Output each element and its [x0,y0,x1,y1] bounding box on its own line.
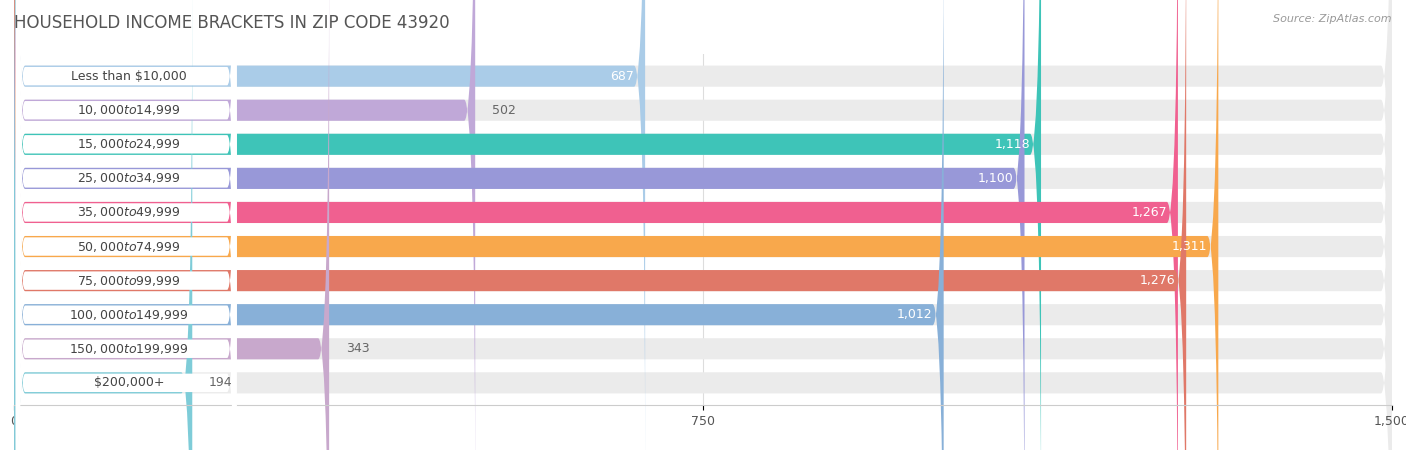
FancyBboxPatch shape [14,0,193,450]
FancyBboxPatch shape [15,0,236,450]
Text: $200,000+: $200,000+ [94,376,165,389]
FancyBboxPatch shape [15,0,236,450]
Text: 1,276: 1,276 [1139,274,1175,287]
FancyBboxPatch shape [15,0,236,450]
FancyBboxPatch shape [14,0,1187,450]
FancyBboxPatch shape [14,0,1392,450]
Text: $100,000 to $149,999: $100,000 to $149,999 [69,308,188,322]
Text: $50,000 to $74,999: $50,000 to $74,999 [77,239,180,253]
FancyBboxPatch shape [14,0,1392,450]
FancyBboxPatch shape [15,0,236,450]
Text: Source: ZipAtlas.com: Source: ZipAtlas.com [1274,14,1392,23]
FancyBboxPatch shape [15,17,236,450]
FancyBboxPatch shape [15,0,236,408]
Text: $150,000 to $199,999: $150,000 to $199,999 [69,342,188,356]
Text: 687: 687 [610,70,634,83]
Text: $15,000 to $24,999: $15,000 to $24,999 [77,137,180,151]
FancyBboxPatch shape [14,0,1392,450]
FancyBboxPatch shape [14,0,1392,450]
Text: $75,000 to $99,999: $75,000 to $99,999 [77,274,180,288]
Text: $10,000 to $14,999: $10,000 to $14,999 [77,103,180,117]
FancyBboxPatch shape [14,0,1219,450]
Text: 1,012: 1,012 [897,308,932,321]
FancyBboxPatch shape [15,0,236,442]
FancyBboxPatch shape [14,0,1392,450]
FancyBboxPatch shape [14,0,475,450]
Text: HOUSEHOLD INCOME BRACKETS IN ZIP CODE 43920: HOUSEHOLD INCOME BRACKETS IN ZIP CODE 43… [14,14,450,32]
FancyBboxPatch shape [14,0,943,450]
FancyBboxPatch shape [14,0,1392,450]
FancyBboxPatch shape [14,0,645,450]
Text: $25,000 to $34,999: $25,000 to $34,999 [77,171,180,185]
FancyBboxPatch shape [14,0,1392,450]
FancyBboxPatch shape [14,0,1392,450]
FancyBboxPatch shape [15,0,236,450]
FancyBboxPatch shape [14,0,1040,450]
FancyBboxPatch shape [14,0,1178,450]
Text: 1,100: 1,100 [977,172,1014,185]
Text: 343: 343 [346,342,370,355]
Text: 1,118: 1,118 [994,138,1031,151]
Text: 1,267: 1,267 [1132,206,1167,219]
FancyBboxPatch shape [15,51,236,450]
FancyBboxPatch shape [14,0,1392,450]
Text: 1,311: 1,311 [1171,240,1208,253]
Text: 194: 194 [209,376,232,389]
FancyBboxPatch shape [14,0,1025,450]
Text: 502: 502 [492,104,516,117]
FancyBboxPatch shape [14,0,329,450]
FancyBboxPatch shape [15,0,236,450]
Text: Less than $10,000: Less than $10,000 [72,70,187,83]
FancyBboxPatch shape [14,0,1392,450]
Text: $35,000 to $49,999: $35,000 to $49,999 [77,206,180,220]
